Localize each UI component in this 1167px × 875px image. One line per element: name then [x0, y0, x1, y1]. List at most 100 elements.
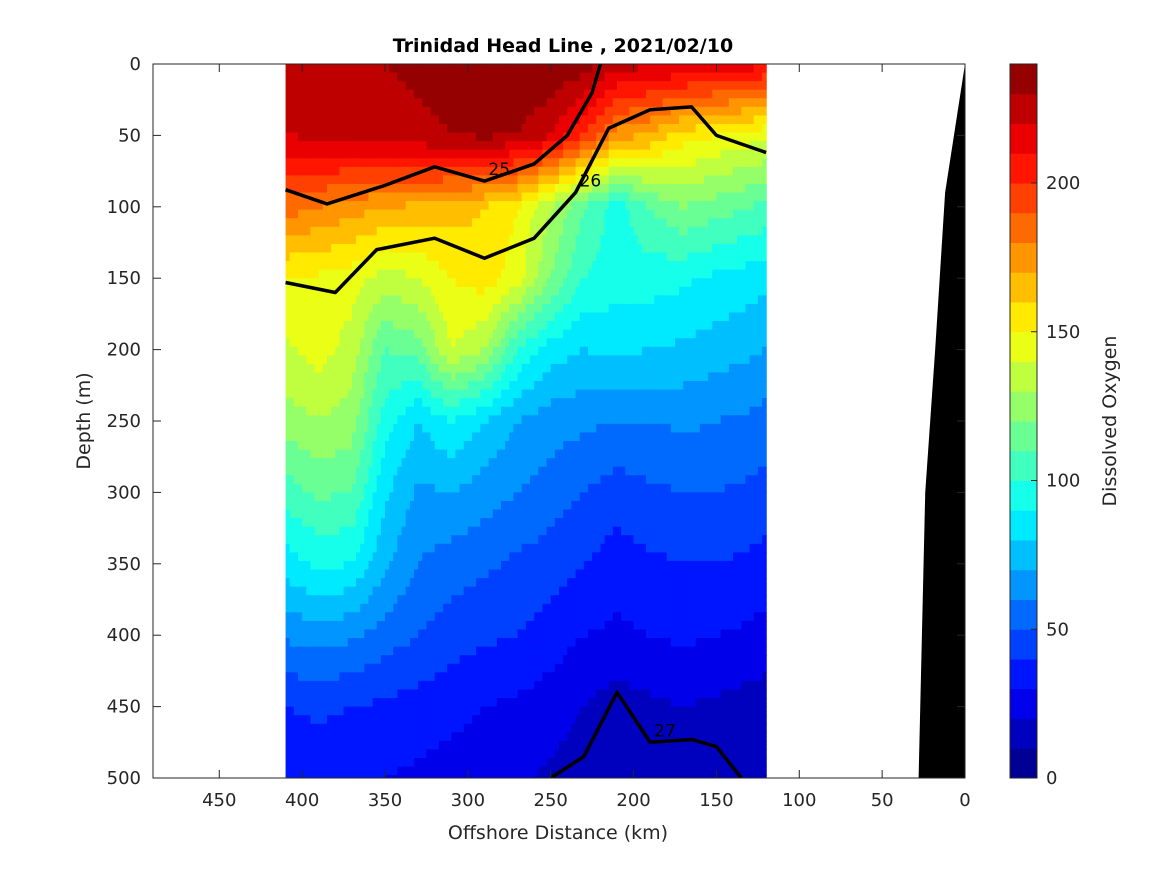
oxygen-cell: [467, 680, 473, 691]
oxygen-cell: [293, 226, 299, 236]
oxygen-cell: [368, 672, 374, 682]
oxygen-cell: [335, 132, 341, 142]
oxygen-cell: [451, 321, 457, 331]
oxygen-cell: [463, 595, 469, 605]
oxygen-cell: [314, 758, 320, 768]
oxygen-cell: [351, 715, 357, 725]
oxygen-cell: [322, 775, 328, 778]
oxygen-cell: [389, 500, 394, 511]
oxygen-cell: [484, 218, 490, 228]
oxygen-cell: [380, 81, 386, 91]
oxygen-cell: [438, 192, 444, 202]
oxygen-cell: [501, 329, 506, 339]
oxygen-cell: [372, 98, 378, 108]
oxygen-cell: [393, 269, 399, 279]
oxygen-cell: [505, 586, 510, 596]
oxygen-cell: [455, 766, 461, 776]
oxygen-cell: [298, 141, 303, 151]
oxygen-cell: [360, 278, 365, 288]
oxygen-cell: [525, 526, 531, 536]
oxygen-cell: [476, 286, 481, 296]
oxygen-cell: [347, 158, 353, 168]
oxygen-cell: [318, 449, 324, 459]
oxygen-cell: [496, 149, 502, 159]
oxygen-cell: [505, 303, 510, 314]
oxygen-cell: [405, 578, 411, 588]
oxygen-cell: [405, 295, 411, 305]
oxygen-cell: [521, 406, 527, 416]
oxygen-cell: [335, 261, 341, 271]
oxygen-cell: [347, 183, 353, 194]
oxygen-cell: [530, 355, 535, 365]
oxygen-cell: [434, 500, 440, 511]
oxygen-cell: [401, 620, 407, 631]
oxygen-cell: [509, 612, 515, 622]
oxygen-cell: [347, 560, 353, 571]
oxygen-cell: [331, 261, 336, 271]
oxygen-cell: [447, 518, 452, 528]
oxygen-cell: [451, 560, 457, 571]
oxygen-cell: [393, 629, 399, 639]
oxygen-cell: [293, 303, 299, 314]
oxygen-cell: [314, 629, 320, 639]
oxygen-cell: [430, 415, 436, 425]
oxygen-cell: [385, 201, 390, 211]
oxygen-cell: [289, 261, 295, 271]
oxygen-cell: [438, 355, 444, 365]
oxygen-cell: [322, 183, 328, 194]
oxygen-cell: [509, 595, 515, 605]
oxygen-cell: [401, 278, 407, 288]
oxygen-cell: [521, 672, 527, 682]
oxygen-cell: [327, 458, 332, 468]
oxygen-cell: [467, 672, 473, 682]
oxygen-cell: [492, 749, 498, 759]
oxygen-cell: [364, 235, 370, 245]
oxygen-cell: [447, 286, 452, 296]
oxygen-cell: [401, 432, 407, 442]
oxygen-cell: [364, 775, 370, 778]
oxygen-cell: [368, 235, 374, 245]
oxygen-cell: [451, 518, 457, 528]
oxygen-cell: [293, 672, 299, 682]
oxygen-cell: [434, 689, 440, 699]
oxygen-cell: [289, 595, 295, 605]
oxygen-cell: [385, 552, 390, 562]
oxygen-cell: [368, 415, 374, 425]
oxygen-cell: [463, 620, 469, 631]
oxygen-cell: [521, 166, 527, 176]
oxygen-cell: [501, 552, 506, 562]
oxygen-cell: [459, 578, 465, 588]
oxygen-cell: [467, 483, 473, 493]
oxygen-cell: [360, 98, 365, 108]
oxygen-cell: [438, 586, 444, 596]
oxygen-cell: [496, 655, 502, 665]
oxygen-cell: [310, 466, 316, 476]
oxygen-cell: [434, 458, 440, 468]
oxygen-cell: [484, 586, 490, 596]
oxygen-cell: [372, 252, 378, 262]
oxygen-cell: [451, 620, 457, 631]
oxygen-cell: [418, 406, 423, 416]
oxygen-cell: [347, 321, 353, 331]
oxygen-cell: [310, 261, 316, 271]
oxygen-cell: [488, 106, 494, 117]
oxygen-cell: [310, 578, 316, 588]
oxygen-cell: [376, 646, 382, 656]
oxygen-cell: [430, 500, 436, 511]
oxygen-cell: [322, 415, 328, 425]
oxygen-cell: [451, 115, 457, 125]
oxygen-cell: [401, 89, 407, 99]
oxygen-cell: [405, 638, 411, 648]
oxygen-cell: [430, 81, 436, 91]
oxygen-cell: [459, 766, 465, 776]
oxygen-cell: [356, 141, 361, 151]
oxygen-cell: [484, 466, 490, 476]
oxygen-cell: [347, 423, 353, 434]
oxygen-cell: [335, 509, 341, 519]
oxygen-cell: [314, 569, 320, 579]
oxygen-cell: [463, 261, 469, 271]
oxygen-cell: [455, 715, 461, 725]
oxygen-cell: [298, 663, 303, 673]
oxygen-cell: [364, 518, 370, 528]
oxygen-cell: [401, 518, 407, 528]
